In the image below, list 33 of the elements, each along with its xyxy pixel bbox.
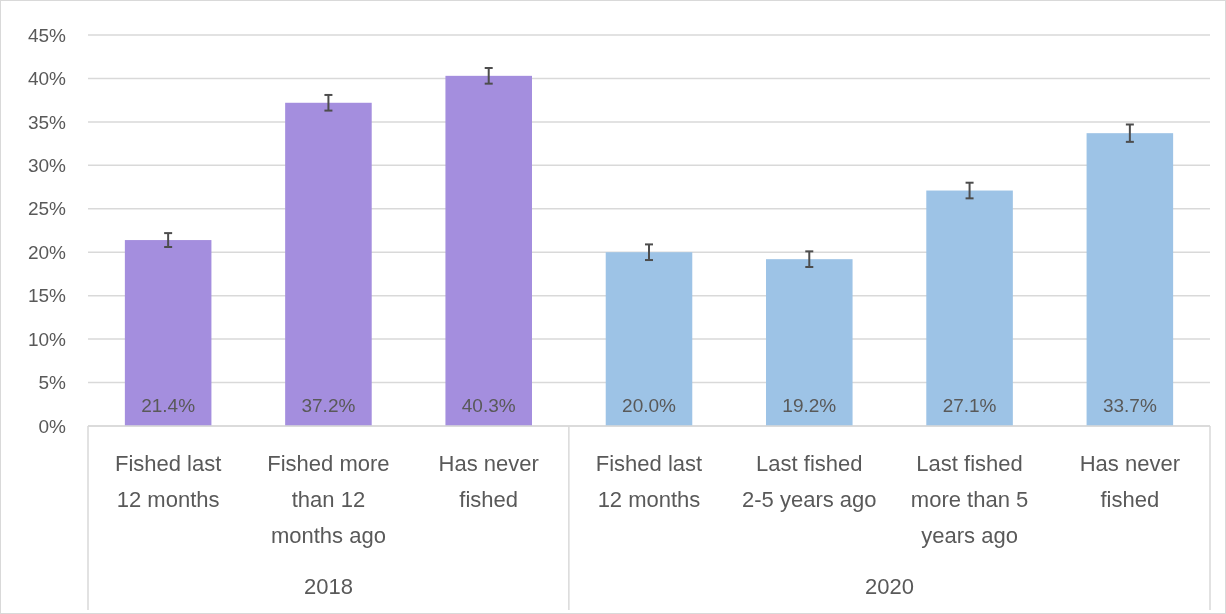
bar <box>124 240 212 426</box>
data-label: 40.3% <box>461 395 516 416</box>
y-tick-label: 5% <box>38 372 67 394</box>
data-label: 33.7% <box>1102 395 1157 416</box>
text: 2018 <box>303 574 353 599</box>
x-tick-label: Last fished more than 5 years ago <box>910 451 1029 548</box>
data-label: 20.0% <box>622 395 677 416</box>
y-tick-label: 45% <box>27 24 67 46</box>
data-label: 37.2% <box>301 395 356 416</box>
bar <box>285 102 372 426</box>
x-tick-label: Has never fished <box>1079 451 1180 512</box>
bar <box>766 259 853 426</box>
x-tick-label: Fished last 12 months <box>114 451 222 512</box>
y-tick-label: 15% <box>27 285 67 307</box>
bar <box>445 75 532 426</box>
y-tick-label: 0% <box>38 415 67 437</box>
y-tick-label: 20% <box>27 241 67 263</box>
data-label: 21.4% <box>141 395 196 416</box>
text: 2020 <box>864 574 914 599</box>
y-tick-label: 10% <box>27 328 67 350</box>
y-tick-label: 30% <box>27 154 67 176</box>
data-label: 19.2% <box>782 395 837 416</box>
y-tick-label: 40% <box>27 68 67 90</box>
y-tick-label: 25% <box>27 198 67 220</box>
data-label: 27.1% <box>942 395 997 416</box>
bar <box>605 252 693 426</box>
x-tick-label: Has never fished <box>438 451 539 512</box>
y-tick-label: 35% <box>27 111 67 133</box>
bar <box>926 190 1013 426</box>
x-tick-label: Fished last 12 months <box>595 451 703 512</box>
x-tick-label: Last fished 2-5 years ago <box>742 451 877 512</box>
x-tick-label: Fished more than 12 months ago <box>267 451 390 548</box>
bar <box>1086 133 1174 426</box>
